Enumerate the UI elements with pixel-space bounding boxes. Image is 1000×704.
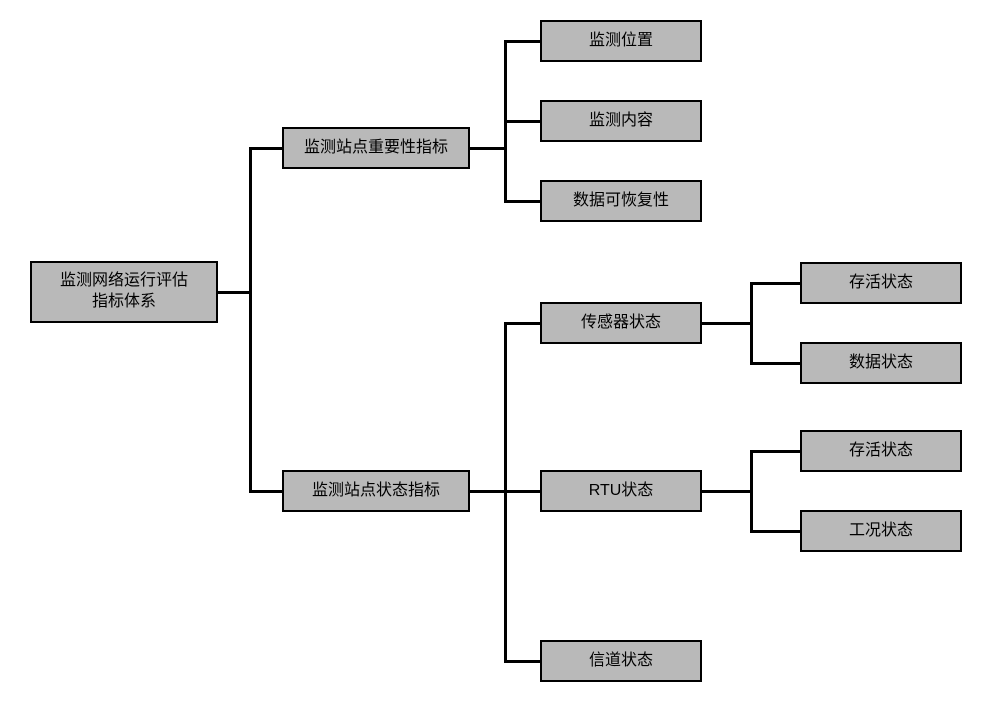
node-l2b2: RTU状态 (540, 470, 702, 512)
node-l2a2: 监测内容 (540, 100, 702, 142)
edge-segment (504, 120, 541, 123)
node-l3b2a: 存活状态 (800, 430, 962, 472)
edge-segment (750, 362, 801, 365)
edge-segment (249, 490, 283, 493)
edge-segment (504, 200, 541, 203)
edge-segment (750, 450, 801, 453)
tree-diagram: 监测网络运行评估 指标体系 监测站点重要性指标监测站点状态指标 监测位置监测内容数据… (0, 0, 1000, 704)
node-l3b2b: 工况状态 (800, 510, 962, 552)
edge-segment (249, 147, 252, 493)
edge-segment (702, 322, 753, 325)
edge-segment (750, 450, 753, 533)
edge-segment (504, 660, 541, 663)
edge-segment (750, 530, 801, 533)
edge-segment (249, 147, 283, 150)
edge-segment (504, 490, 541, 493)
edge-segment (504, 40, 541, 43)
node-l3b1a: 存活状态 (800, 262, 962, 304)
edge-segment (504, 322, 541, 325)
node-l1a: 监测站点重要性指标 (282, 127, 470, 169)
node-l2a3: 数据可恢复性 (540, 180, 702, 222)
node-l2b3: 信道状态 (540, 640, 702, 682)
node-l2b1: 传感器状态 (540, 302, 702, 344)
edge-segment (750, 282, 801, 285)
node-l1b: 监测站点状态指标 (282, 470, 470, 512)
node-l2a1: 监测位置 (540, 20, 702, 62)
edge-segment (702, 490, 753, 493)
edge-segment (218, 291, 252, 294)
edge-segment (470, 147, 507, 150)
node-l3b1b: 数据状态 (800, 342, 962, 384)
edge-segment (470, 490, 507, 493)
edge-segment (750, 282, 753, 365)
node-root: 监测网络运行评估 指标体系 (30, 261, 218, 323)
